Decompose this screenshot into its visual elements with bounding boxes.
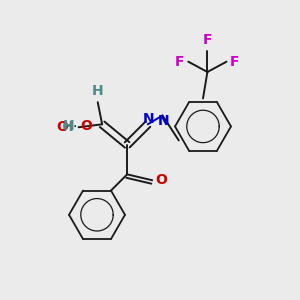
Text: H: H xyxy=(62,120,74,134)
Text: F: F xyxy=(175,55,185,69)
Text: F: F xyxy=(230,55,240,69)
Text: N: N xyxy=(158,114,169,128)
Text: O: O xyxy=(156,173,168,187)
Text: O: O xyxy=(56,120,68,134)
Text: H: H xyxy=(63,119,74,133)
Text: H: H xyxy=(92,84,103,98)
Text: F: F xyxy=(203,33,212,47)
Text: N: N xyxy=(143,112,154,126)
Text: O: O xyxy=(80,119,92,133)
Text: ·: · xyxy=(73,120,77,134)
